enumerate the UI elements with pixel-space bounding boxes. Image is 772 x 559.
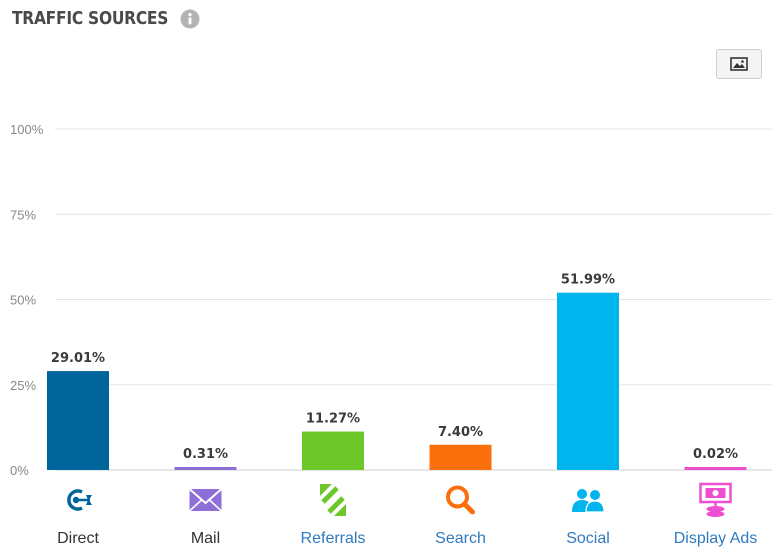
bar-search[interactable] bbox=[429, 444, 492, 470]
y-tick-label: 25% bbox=[10, 378, 36, 393]
category-label: Mail bbox=[191, 530, 220, 547]
value-label: 11.27% bbox=[306, 412, 360, 427]
value-labels: 29.01% 0.31% 11.27% 7.40% 51.99% 0.02% bbox=[51, 273, 738, 462]
category-label[interactable]: Display Ads bbox=[674, 530, 758, 547]
value-label: 0.31% bbox=[183, 447, 228, 462]
y-tick-label: 0% bbox=[10, 463, 29, 478]
category-label[interactable]: Social bbox=[566, 530, 610, 547]
social-icon bbox=[572, 489, 605, 513]
display-ads-icon bbox=[699, 482, 732, 517]
y-tick-label: 50% bbox=[10, 293, 36, 308]
category-label[interactable]: Referrals bbox=[301, 530, 366, 547]
value-label: 29.01% bbox=[51, 351, 105, 366]
bars bbox=[47, 292, 747, 470]
bar-display-ads[interactable] bbox=[684, 467, 747, 470]
y-tick-label: 100% bbox=[10, 122, 44, 137]
category-label[interactable]: Search bbox=[435, 530, 486, 547]
grid-lines bbox=[55, 128, 772, 471]
category-label: Direct bbox=[57, 530, 99, 547]
chart-title: TRAFFIC SOURCES bbox=[12, 8, 169, 29]
bar-direct[interactable] bbox=[47, 371, 109, 470]
category-icons bbox=[67, 482, 732, 517]
chart-header: TRAFFIC SOURCES bbox=[12, 8, 200, 29]
bar-referrals[interactable] bbox=[302, 431, 364, 470]
value-label: 0.02% bbox=[693, 447, 738, 462]
info-circle-icon[interactable] bbox=[180, 9, 200, 29]
bar-mail[interactable] bbox=[174, 467, 237, 470]
bar-social[interactable] bbox=[557, 292, 619, 470]
image-icon bbox=[730, 57, 748, 71]
category-labels: Direct Mail Referrals Search Social Display A… bbox=[57, 530, 757, 547]
search-icon bbox=[446, 485, 475, 515]
referrals-icon bbox=[320, 484, 346, 516]
value-label: 51.99% bbox=[561, 273, 615, 288]
export-image-button[interactable] bbox=[716, 49, 762, 79]
y-tick-label: 75% bbox=[10, 207, 36, 222]
direct-icon bbox=[67, 489, 92, 511]
mail-icon bbox=[188, 488, 223, 512]
value-label: 7.40% bbox=[438, 425, 483, 440]
y-axis-ticks: 0% 25% 50% 75% 100% bbox=[10, 122, 44, 478]
